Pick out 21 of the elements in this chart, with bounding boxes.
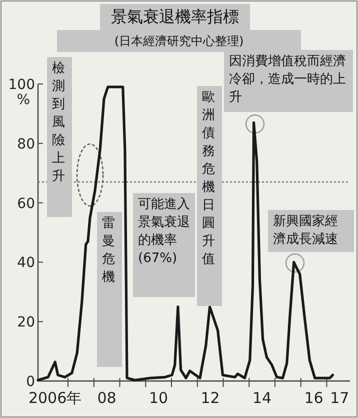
xtick: 10 [149,389,168,407]
ytick: 60 [17,196,35,212]
xtick: 14 [252,389,272,407]
subtitle: (日本經濟研究中心整理) [57,30,301,52]
ytick: 80 [17,136,35,152]
ytick: 40 [17,255,35,272]
annotation: 可能進入景氣衰退的機率(67%) [133,193,195,297]
xtick: 16 [304,389,324,407]
annotation: 雷曼危機 [97,212,122,367]
title: 景氣衰退機率指標 [100,4,250,30]
xtick: 08 [97,389,116,407]
ytick: 0 [26,374,35,390]
ytick: 100% [8,77,35,108]
ytick: 20 [17,314,35,331]
xtick: 2006年 [28,389,82,407]
annotation: 新興國家經濟成長減速 [268,210,354,252]
annotation: 檢測到風險上升 [47,57,72,217]
xtick: 12 [200,389,220,407]
xtick: 17 [330,389,350,407]
annotation: 因消費增值稅而經濟冷卻，造成一時的上升 [224,50,353,112]
annotation: 歐洲債務危機日圓升值 [197,86,222,306]
